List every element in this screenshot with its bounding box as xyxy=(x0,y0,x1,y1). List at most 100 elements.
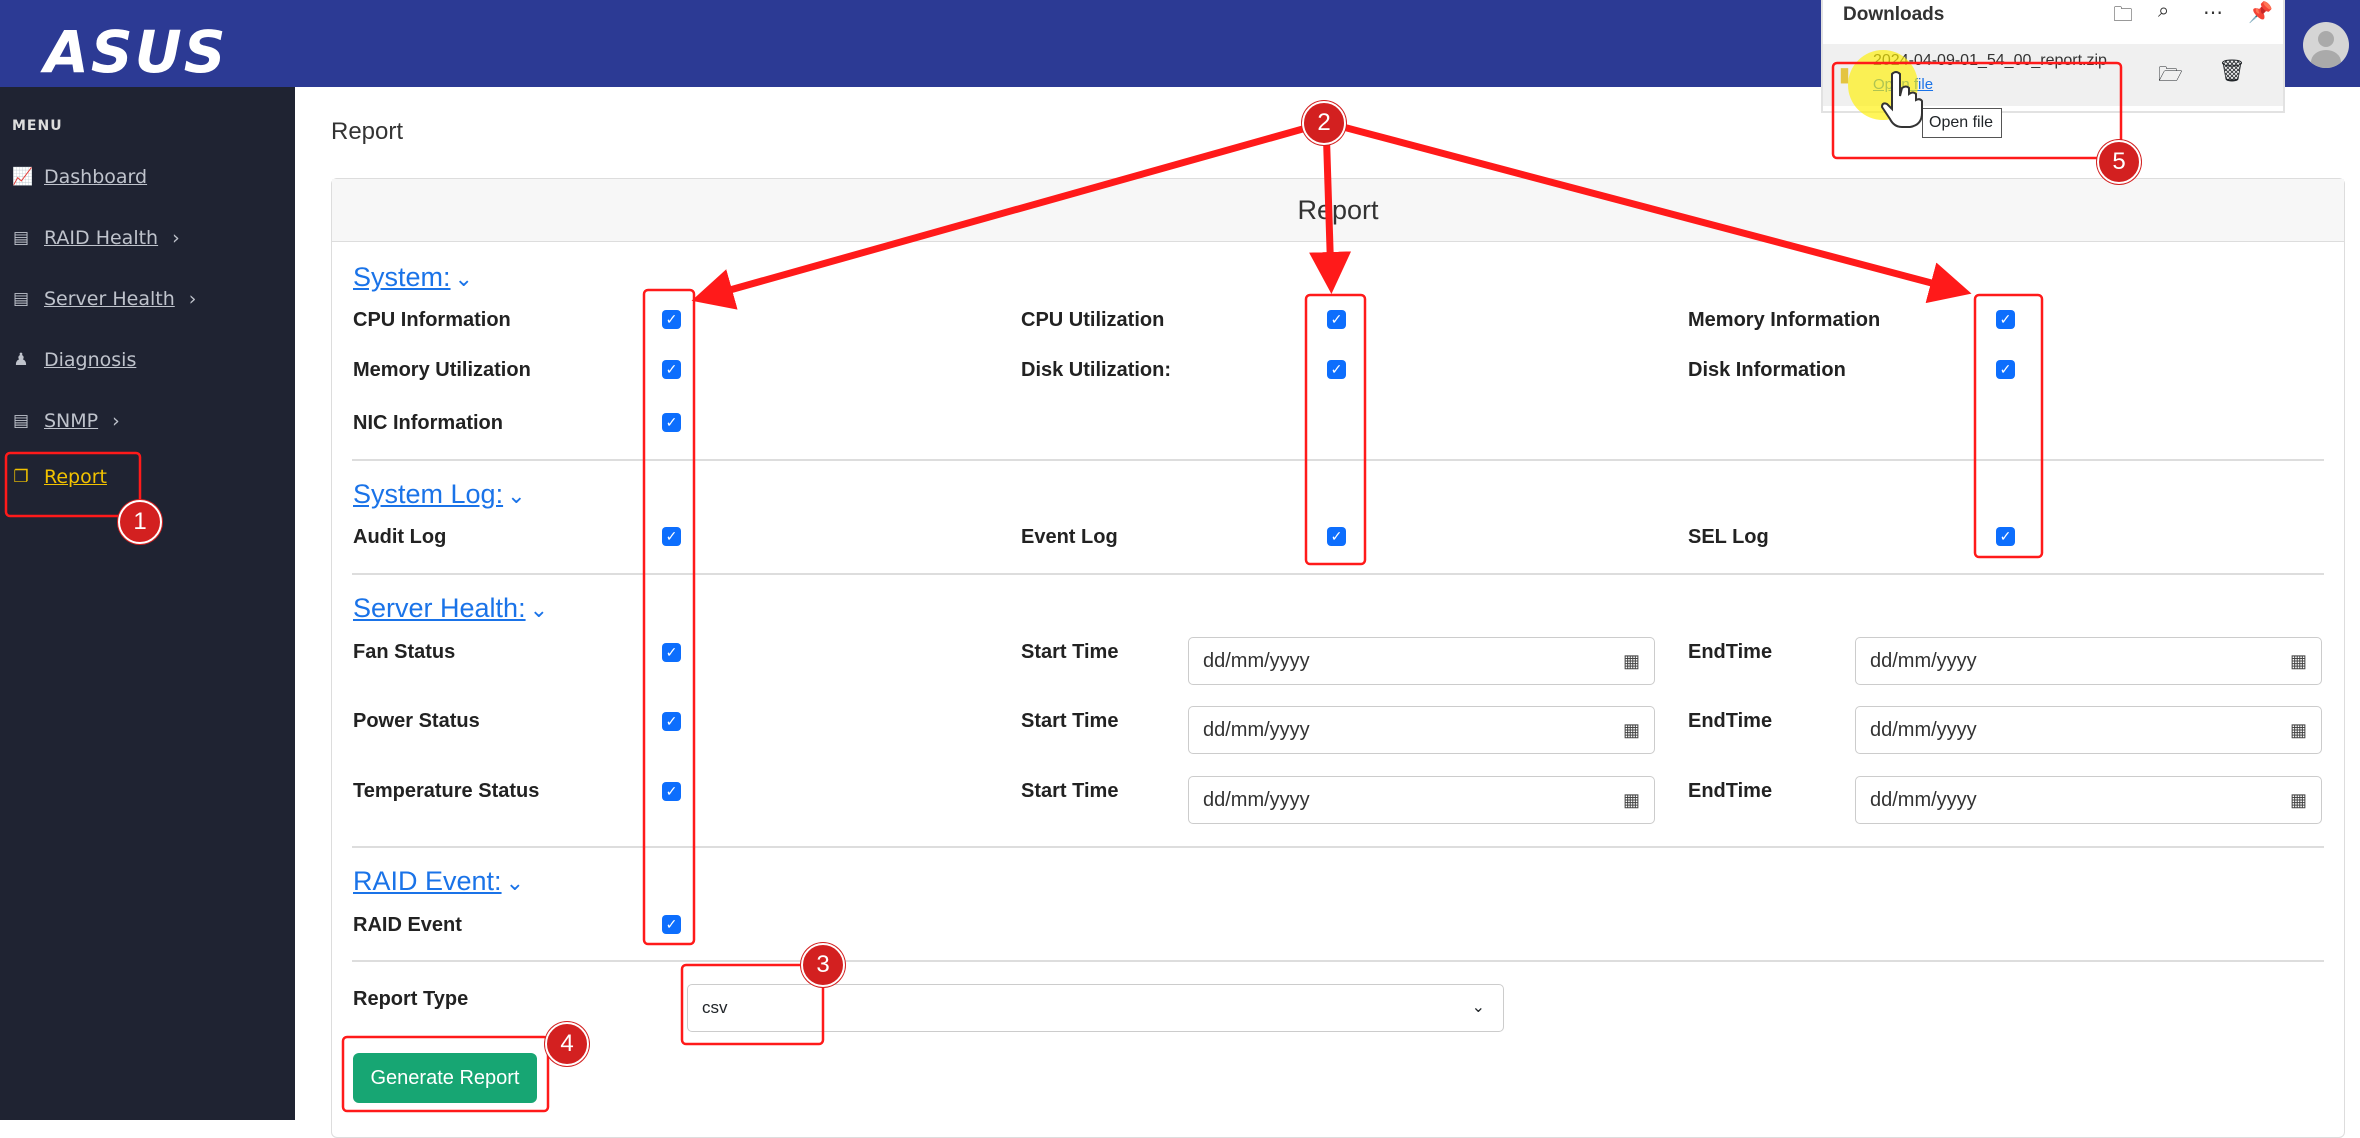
temperature-start-date-input[interactable]: dd/mm/yyyy ▦ xyxy=(1188,776,1655,824)
chevron-down-icon: ⌄ xyxy=(529,597,549,622)
report-card: Report System: ⌄ CPU Information ✓ CPU Ut… xyxy=(331,178,2345,1138)
label-temperature-status: Temperature Status xyxy=(353,780,540,802)
section-server-health-toggle[interactable]: Server Health: ⌄ xyxy=(353,593,549,623)
user-avatar[interactable] xyxy=(2303,22,2349,68)
section-system-log-toggle[interactable]: System Log: ⌄ xyxy=(353,479,526,509)
annotation-box-4 xyxy=(341,1035,550,1113)
annotation-box-col2 xyxy=(1304,293,1367,566)
folder-icon[interactable]: 🗀 xyxy=(2113,4,2133,26)
label-end-time: EndTime xyxy=(1688,641,1773,663)
divider xyxy=(352,960,2324,962)
divider xyxy=(352,573,2324,575)
label-nic-information: NIC Information xyxy=(353,412,503,434)
copy-icon: ❐ xyxy=(13,467,29,487)
checkbox-memory-utilization[interactable]: ✓ xyxy=(662,360,681,379)
checkbox-temperature-status[interactable]: ✓ xyxy=(662,782,681,801)
report-type-select[interactable]: csv ⌄ xyxy=(687,984,1504,1032)
checkbox-fan-status[interactable]: ✓ xyxy=(662,643,681,662)
checkbox-event-log[interactable]: ✓ xyxy=(1327,527,1346,546)
temperature-end-date-input[interactable]: dd/mm/yyyy ▦ xyxy=(1855,776,2322,824)
calendar-icon[interactable]: ▦ xyxy=(1622,720,1640,740)
label-audit-log: Audit Log xyxy=(353,526,447,548)
fan-start-date-input[interactable]: dd/mm/yyyy ▦ xyxy=(1188,637,1655,685)
calendar-icon[interactable]: ▦ xyxy=(2289,790,2307,810)
generate-report-button[interactable]: Generate Report xyxy=(353,1053,537,1103)
more-icon[interactable]: ⋯ xyxy=(2203,2,2223,24)
page-title: Report xyxy=(331,118,404,145)
pin-icon[interactable]: 📌 xyxy=(2248,2,2273,24)
chevron-down-icon: ⌄ xyxy=(1471,999,1485,1016)
checkbox-sel-log[interactable]: ✓ xyxy=(1996,527,2015,546)
menu-title: MENU xyxy=(12,118,63,134)
chart-line-icon: 📈 xyxy=(12,167,34,187)
power-start-date-input[interactable]: dd/mm/yyyy ▦ xyxy=(1188,706,1655,754)
tooltip: Open file xyxy=(1922,108,2002,138)
checkbox-memory-information[interactable]: ✓ xyxy=(1996,310,2015,329)
sidebar-item-server-health[interactable]: ▤ Server Health › xyxy=(12,288,197,310)
chevron-down-icon: ⌄ xyxy=(507,483,526,508)
divider xyxy=(352,846,2324,848)
label-start-time: Start Time xyxy=(1021,641,1119,663)
delete-icon[interactable]: 🗑 xyxy=(2218,58,2246,83)
section-raid-event-toggle[interactable]: RAID Event: ⌄ xyxy=(353,866,524,896)
label-fan-status: Fan Status xyxy=(353,641,456,663)
label-cpu-utilization: CPU Utilization xyxy=(1021,309,1165,331)
calendar-icon[interactable]: ▦ xyxy=(2289,720,2307,740)
annotation-badge-4: 4 xyxy=(545,1022,589,1066)
calendar-icon[interactable]: ▦ xyxy=(2289,651,2307,671)
label-start-time: Start Time xyxy=(1021,710,1119,732)
annotation-badge-5: 5 xyxy=(2097,140,2141,184)
label-raid-event: RAID Event xyxy=(353,914,462,936)
download-filename: 2024-04-09-01_54_00_report.zip xyxy=(1873,52,2107,69)
chevron-right-icon: › xyxy=(188,288,197,310)
asus-logo: ASUS xyxy=(44,18,228,86)
sidebar-item-diagnosis[interactable]: ♟ Diagnosis xyxy=(13,349,137,371)
annotation-badge-2: 2 xyxy=(1302,101,1346,145)
label-end-time: EndTime xyxy=(1688,710,1773,732)
annotation-arrow xyxy=(1327,119,1972,304)
checkbox-nic-information[interactable]: ✓ xyxy=(662,413,681,432)
sidebar-item-snmp[interactable]: ▤ SNMP › xyxy=(12,410,120,432)
power-end-date-input[interactable]: dd/mm/yyyy ▦ xyxy=(1855,706,2322,754)
annotation-arrow xyxy=(691,119,1325,310)
fan-end-date-input[interactable]: dd/mm/yyyy ▦ xyxy=(1855,637,2322,685)
sidebar-item-dashboard[interactable]: 📈 Dashboard xyxy=(12,166,148,188)
section-system-toggle[interactable]: System: ⌄ xyxy=(353,262,473,292)
annotation-box-1 xyxy=(4,451,142,518)
checkbox-cpu-information[interactable]: ✓ xyxy=(662,310,681,329)
chevron-down-icon: ⌄ xyxy=(505,870,524,895)
checkbox-raid-event[interactable]: ✓ xyxy=(662,915,681,934)
label-disk-information: Disk Information xyxy=(1688,359,1846,381)
divider xyxy=(352,459,2324,461)
checkbox-disk-utilization[interactable]: ✓ xyxy=(1327,360,1346,379)
annotation-box-5 xyxy=(1831,61,2123,160)
label-event-log: Event Log xyxy=(1021,526,1118,548)
checkbox-disk-information[interactable]: ✓ xyxy=(1996,360,2015,379)
label-report-type: Report Type xyxy=(353,988,469,1010)
calendar-icon: ▤ xyxy=(12,228,30,248)
label-start-time: Start Time xyxy=(1021,780,1119,802)
label-memory-information: Memory Information xyxy=(1688,309,1881,331)
checkbox-cpu-utilization[interactable]: ✓ xyxy=(1327,310,1346,329)
card-title: Report xyxy=(332,179,2344,242)
label-sel-log: SEL Log xyxy=(1688,526,1769,548)
show-in-folder-icon[interactable]: 🗁 xyxy=(2158,64,2183,86)
label-end-time: EndTime xyxy=(1688,780,1773,802)
annotation-badge-1: 1 xyxy=(118,500,162,544)
annotation-box-col1 xyxy=(642,288,696,946)
annotation-box-col3 xyxy=(1973,293,2044,559)
checkbox-power-status[interactable]: ✓ xyxy=(662,712,681,731)
checkbox-audit-log[interactable]: ✓ xyxy=(662,527,681,546)
chevron-right-icon: › xyxy=(172,227,180,249)
calendar-icon[interactable]: ▦ xyxy=(1622,790,1640,810)
hand-cursor-icon xyxy=(1880,71,1923,128)
label-cpu-information: CPU Information xyxy=(353,309,511,331)
sidebar-item-report[interactable]: ❐ Report xyxy=(13,466,107,488)
downloads-title: Downloads xyxy=(1843,4,1945,25)
search-icon[interactable]: ⌕ xyxy=(2158,0,2170,22)
chevron-right-icon: › xyxy=(112,410,120,432)
calendar-icon[interactable]: ▦ xyxy=(1622,651,1640,671)
sidebar-item-raid-health[interactable]: ▤ RAID Health › xyxy=(12,227,180,249)
chevron-down-icon: ⌄ xyxy=(454,266,473,291)
user-doctor-icon: ♟ xyxy=(13,350,29,370)
